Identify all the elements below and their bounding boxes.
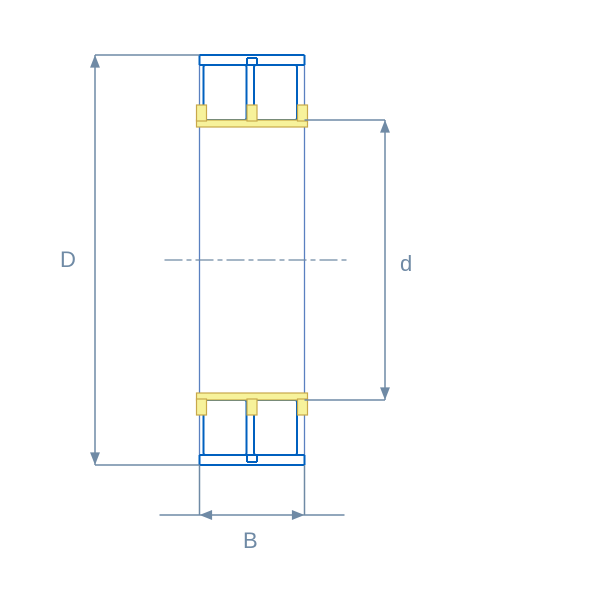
bearing-svg (0, 0, 600, 600)
bearing-diagram: D d B (0, 0, 600, 600)
label-outer-diameter-D: D (60, 249, 76, 271)
label-width-B: B (243, 530, 258, 552)
label-bore-diameter-d: d (400, 253, 412, 275)
